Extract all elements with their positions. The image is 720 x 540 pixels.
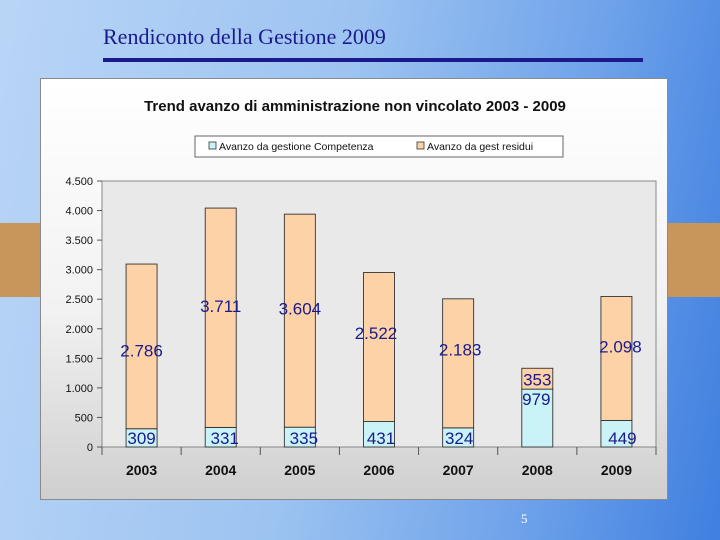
x-tick-label-2004: 2004	[205, 462, 236, 478]
legend-label-2: Avanzo da gest residui	[427, 141, 533, 153]
x-tick-label-2006: 2006	[363, 462, 394, 478]
bar-competenza-2006	[363, 421, 395, 448]
legend-label-1: Avanzo da gestione Competenza	[219, 141, 374, 153]
bar-competenza-2009	[600, 420, 633, 448]
stacked-bar-chart: Trend avanzo di amministrazione non vinc…	[65, 98, 657, 478]
legend-swatch-2	[416, 141, 425, 150]
y-tick-label: 3.000	[65, 265, 93, 277]
bar-residui-2003	[125, 263, 158, 430]
right-accent-bar	[668, 223, 720, 297]
y-tick-label: 3.500	[65, 235, 93, 247]
x-tick-label-2003: 2003	[126, 462, 157, 478]
data-label-competenza-2007: 324	[445, 429, 473, 448]
chart-title: Trend avanzo di amministrazione non vinc…	[144, 98, 566, 115]
y-tick-label: 2.500	[65, 294, 93, 306]
y-tick-label: 1.000	[65, 383, 93, 395]
data-label-residui-2007: 2.183	[439, 340, 482, 359]
bar-residui-2009	[600, 295, 633, 421]
title-underline	[103, 58, 643, 62]
data-label-competenza-2009: 449	[608, 429, 636, 448]
bar-residui-2004	[204, 207, 237, 428]
legend-box	[194, 135, 564, 158]
bar-residui-2006	[363, 271, 395, 422]
y-tick-label: 0	[87, 442, 93, 454]
x-tick-label-2008: 2008	[522, 462, 553, 478]
data-label-competenza-2004: 331	[211, 429, 239, 448]
data-label-residui-2003: 2.786	[120, 341, 163, 360]
y-tick-label: 500	[75, 412, 93, 424]
x-tick-label-2005: 2005	[284, 462, 315, 478]
data-label-competenza-2003: 309	[127, 429, 155, 448]
y-tick-label: 4.000	[65, 206, 93, 218]
y-tick-label: 1.500	[65, 353, 93, 365]
data-label-residui-2008: 353	[523, 371, 551, 390]
bar-residui-2008	[521, 367, 554, 390]
data-label-competenza-2005: 335	[290, 429, 318, 448]
x-tick-label-2007: 2007	[443, 462, 474, 478]
data-label-residui-2009: 2.098	[599, 337, 642, 356]
data-label-competenza-2008: 979	[522, 390, 550, 409]
y-tick-label: 4.500	[65, 176, 93, 188]
left-accent-bar	[0, 223, 42, 297]
chart-frame: Trend avanzo di amministrazione non vinc…	[40, 78, 668, 500]
bar-residui-2007	[442, 298, 475, 429]
slide-title: Rendiconto della Gestione 2009	[103, 24, 386, 49]
y-tick-label: 2.000	[65, 324, 93, 336]
data-label-residui-2005: 3.604	[279, 300, 322, 319]
x-tick-label-2009: 2009	[601, 462, 632, 478]
page-number: 5	[521, 511, 528, 526]
data-label-residui-2004: 3.711	[200, 297, 241, 316]
data-label-competenza-2006: 431	[367, 429, 395, 448]
legend-swatch-1	[208, 141, 217, 150]
data-label-residui-2006: 2.522	[355, 324, 398, 343]
bar-residui-2005	[283, 213, 316, 428]
